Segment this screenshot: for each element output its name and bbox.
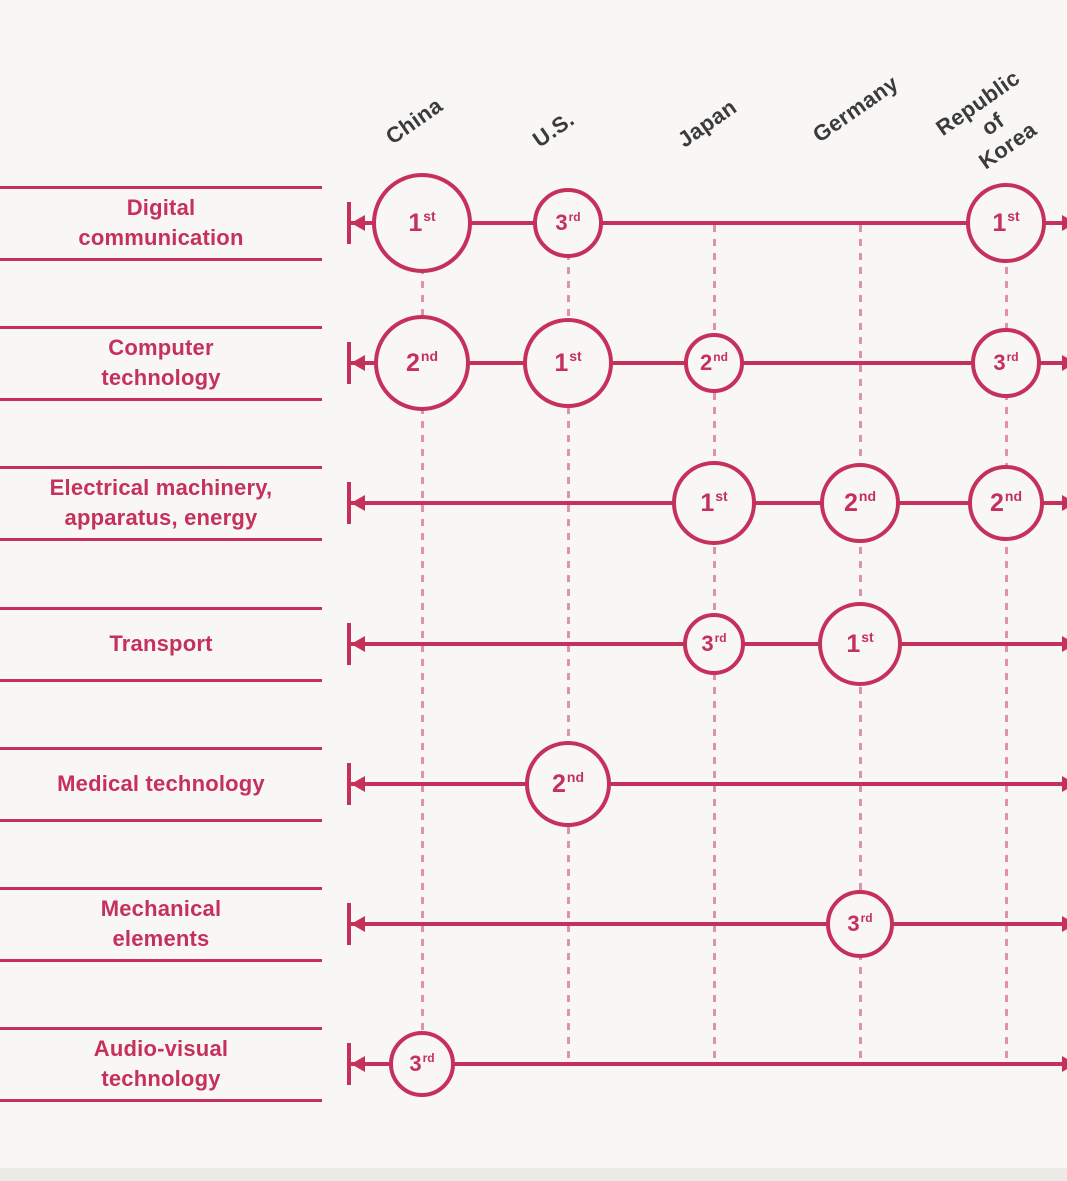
row-axis-line [347,1062,1067,1066]
axis-start-tick [347,342,351,384]
label-band-top-line [0,186,322,189]
rank-suffix: st [569,348,582,364]
label-band-top-line [0,747,322,750]
rank-number: 2 [843,488,858,517]
row-label: Mechanical elements [100,896,222,951]
rank-number: 2 [551,769,566,798]
rank-number: 1 [846,629,861,658]
row-label: Transport [109,631,213,656]
rank-number: 3 [555,210,568,235]
label-band-top-line [0,887,322,890]
rank-suffix: rd [568,210,581,224]
rank-suffix: rd [714,631,727,645]
rank-suffix: st [1007,208,1020,224]
row-label: Medical technology [57,771,265,796]
row-label: Electrical machinery, apparatus, energy [49,475,273,530]
rank-suffix: st [423,208,436,224]
axis-start-tick [347,482,351,524]
rank-suffix: st [861,629,874,645]
rank-suffix: rd [422,1051,435,1065]
rank-suffix: nd [420,348,438,364]
rank-suffix: rd [860,911,873,925]
bottom-strip [0,1168,1067,1181]
rank-number: 1 [992,208,1007,237]
axis-start-tick [347,623,351,665]
rank-suffix: nd [858,488,876,504]
rank-number: 1 [408,208,423,237]
label-band-bottom-line [0,258,322,261]
label-band-bottom-line [0,819,322,822]
rank-number: 3 [847,911,860,936]
rank-number: 3 [409,1051,422,1076]
row-axis-line [347,782,1067,786]
column-header-japan: Japan [673,94,742,153]
row-label: Computer technology [101,335,221,390]
rank-suffix: nd [1004,488,1022,504]
rank-suffix: nd [713,350,728,364]
column-header-u-s-: U.S. [528,106,579,153]
rank-suffix: st [715,488,728,504]
rank-suffix: rd [1006,350,1019,364]
label-band-top-line [0,466,322,469]
rank-suffix: nd [566,769,584,785]
row-axis-line [347,221,1067,225]
axis-start-tick [347,1043,351,1085]
column-header-germany: Germany [808,70,903,148]
axis-start-tick [347,202,351,244]
axis-start-tick [347,763,351,805]
row-axis-line [347,922,1067,926]
label-band-bottom-line [0,1099,322,1102]
rank-number: 1 [700,488,715,517]
rank-number: 2 [700,350,713,375]
label-band-bottom-line [0,398,322,401]
rank-number: 2 [989,488,1004,517]
rank-number: 1 [554,348,569,377]
column-header-china: China [381,92,448,150]
row-label: Audio-visual technology [93,1036,229,1091]
rank-number: 3 [993,350,1006,375]
label-band-top-line [0,607,322,610]
rank-number: 2 [405,348,420,377]
row-label: Digital communication [78,195,244,250]
label-band-top-line [0,1027,322,1030]
label-band-bottom-line [0,538,322,541]
label-band-bottom-line [0,679,322,682]
column-header-republic-of: Republic of Korea [931,64,1042,175]
axis-start-tick [347,903,351,945]
rank-number: 3 [701,631,714,656]
label-band-bottom-line [0,959,322,962]
label-band-top-line [0,326,322,329]
